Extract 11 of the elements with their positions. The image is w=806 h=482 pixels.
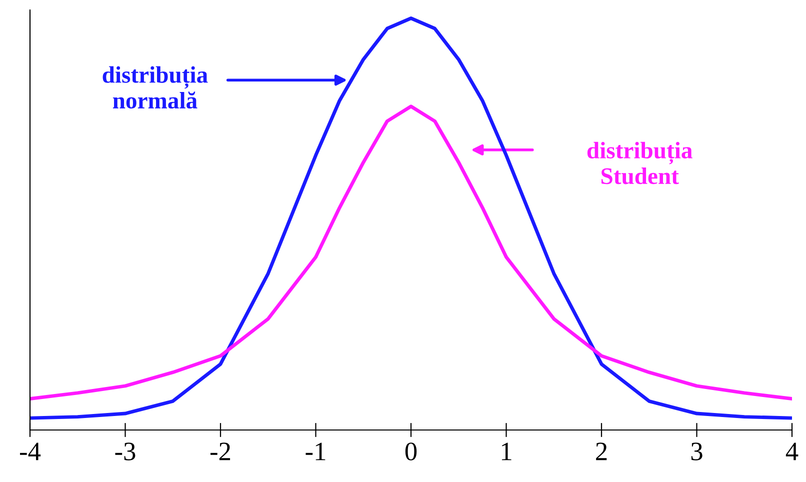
- text: distribuția normală: [102, 66, 208, 109]
- x-tick-label: 2: [596, 442, 607, 460]
- x-tick-label: -4: [20, 442, 41, 460]
- x-tick-label: 4: [786, 442, 798, 460]
- x-tick-label: 0: [405, 442, 417, 460]
- x-tick-label: -1: [306, 442, 326, 460]
- legend-label: distribuția Student: [587, 142, 692, 184]
- x-tick-label: -2: [210, 442, 230, 460]
- x-tick-label: 3: [691, 442, 702, 460]
- x-tick-label: -3: [115, 442, 136, 460]
- x-tick-label: 1: [502, 442, 512, 460]
